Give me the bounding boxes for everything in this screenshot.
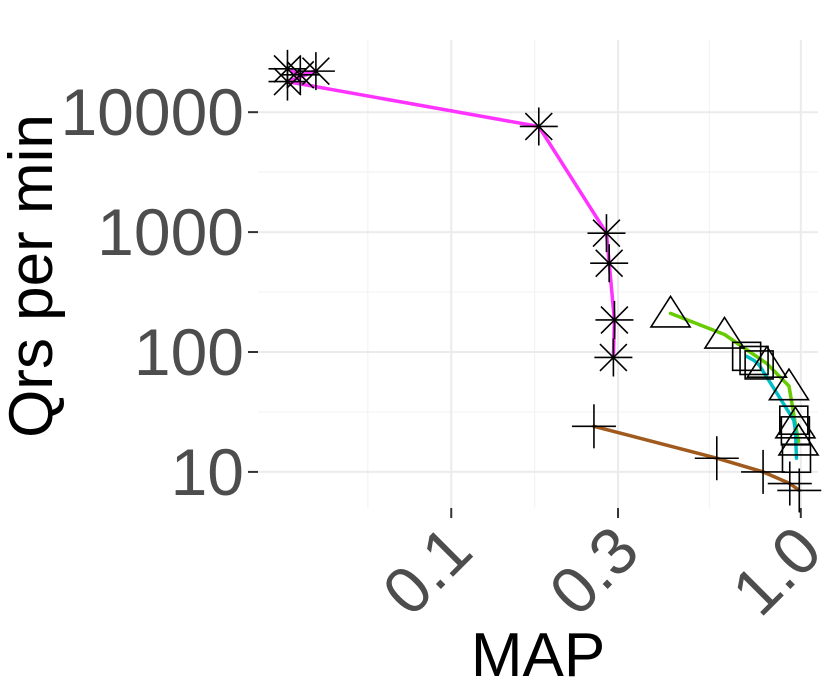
y-tick-label: 10 — [171, 435, 244, 509]
data-point-asterisk — [590, 244, 629, 283]
data-point-plus — [767, 461, 812, 506]
y-tick-label: 100 — [134, 315, 244, 389]
data-point-plus — [571, 404, 616, 449]
data-point-square — [731, 341, 762, 372]
series-line — [744, 354, 799, 460]
data-point-plus — [777, 468, 822, 513]
axis-ticks — [248, 111, 802, 518]
x-axis-title: MAP — [471, 621, 605, 690]
y-tick-labels: 10 100 1000 10000 — [60, 75, 244, 509]
y-tick-label: 1000 — [97, 195, 244, 269]
data-point-asterisk — [595, 300, 634, 339]
data-point-asterisk — [594, 338, 633, 377]
grid — [258, 40, 818, 508]
data-point-triangle — [703, 315, 746, 349]
data-point-triangle — [745, 345, 788, 379]
data-point-triangle — [777, 422, 820, 456]
data-point-asterisk — [268, 62, 307, 101]
data-point-square — [744, 350, 774, 380]
data-point-square — [739, 345, 769, 376]
y-axis-title: Qrs per min — [0, 114, 66, 438]
data-point-asterisk — [296, 52, 335, 91]
series-markers — [268, 49, 822, 513]
data-point-square — [781, 443, 812, 474]
y-tick-label: 10000 — [60, 75, 244, 149]
data-point-square — [779, 405, 809, 435]
data-point-triangle — [767, 367, 810, 401]
data-point-plus — [741, 449, 786, 494]
data-point-triangle — [774, 405, 817, 439]
data-point-triangle — [649, 294, 692, 328]
data-point-plus — [694, 436, 739, 481]
data-point-asterisk — [519, 107, 558, 146]
data-point-asterisk — [587, 214, 626, 253]
